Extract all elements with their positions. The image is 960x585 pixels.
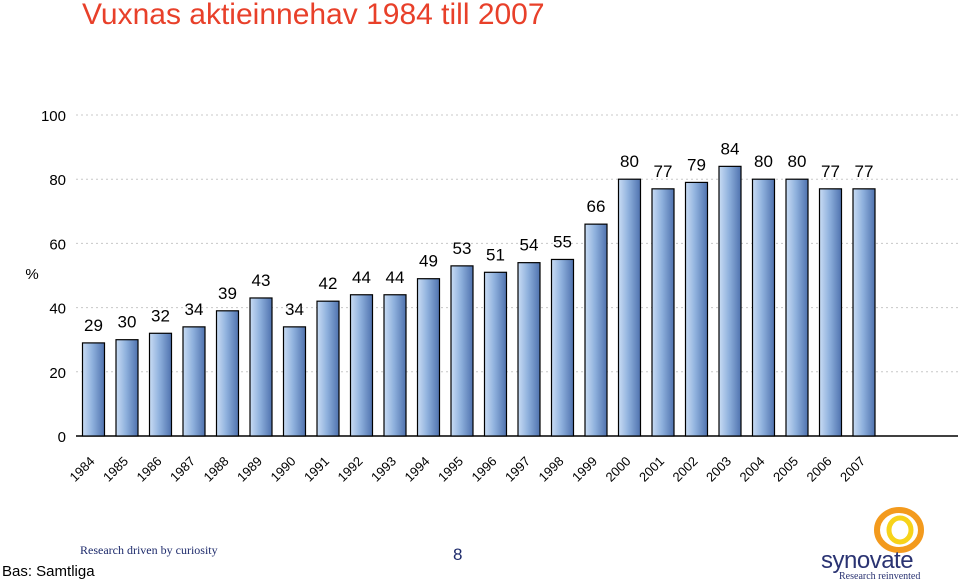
slide-title: Vuxnas aktieinnehav 1984 till 2007 xyxy=(82,0,545,31)
data-label: 80 xyxy=(788,152,807,171)
y-tick-label: 0 xyxy=(58,429,66,446)
data-label: 84 xyxy=(721,139,740,158)
x-tick-label: 1993 xyxy=(368,454,399,485)
data-label: 77 xyxy=(821,162,840,181)
data-label: 34 xyxy=(185,300,204,319)
x-tick-label: 2005 xyxy=(770,454,801,485)
data-label: 54 xyxy=(520,236,539,255)
x-tick-label: 2001 xyxy=(636,454,667,485)
x-tick-label: 2006 xyxy=(804,454,835,485)
x-tick-label: 2003 xyxy=(703,454,734,485)
x-tick-label: 1999 xyxy=(569,454,600,485)
x-tick-label: 1989 xyxy=(234,454,265,485)
data-label: 30 xyxy=(118,313,137,332)
data-labels: 29 30 32 34 39 43 34 42 44 44 49 53 51 54 55 66 80 77 79 84… xyxy=(84,139,873,335)
bar xyxy=(483,271,508,437)
bar xyxy=(450,265,474,437)
bar xyxy=(684,181,709,437)
y-tick-label: 60 xyxy=(49,236,66,253)
x-tick-label: 1984 xyxy=(67,454,98,485)
data-label: 77 xyxy=(654,162,673,181)
data-label: 44 xyxy=(386,268,405,287)
y-axis-ticks: 0 20 40 60 80 100 xyxy=(41,108,66,446)
y-tick-label: 20 xyxy=(49,365,66,382)
x-tick-label: 2007 xyxy=(837,454,868,485)
bar-chart: 0 20 40 60 80 100 % 29 30 32 34 39 43 34 42 44 44 49 53 5… xyxy=(25,108,958,485)
basis-note: Bas: Samtliga xyxy=(2,563,95,580)
x-axis-ticks: 1984 1985 1986 1987 1988 1989 1990 1991 1992 1993… xyxy=(67,454,869,485)
x-tick-label: 1988 xyxy=(201,454,232,485)
data-label: 43 xyxy=(252,271,271,290)
bar xyxy=(249,297,273,437)
data-label: 77 xyxy=(855,162,874,181)
data-label: 34 xyxy=(285,300,304,319)
x-tick-label: 1992 xyxy=(335,454,366,485)
x-tick-label: 1995 xyxy=(435,454,466,485)
bar xyxy=(282,326,307,437)
bar xyxy=(383,294,407,437)
bar xyxy=(81,342,106,437)
data-label: 42 xyxy=(319,274,338,293)
bar xyxy=(316,300,340,437)
logo-ring-icon xyxy=(874,507,924,553)
bar xyxy=(617,178,642,437)
data-label: 79 xyxy=(687,155,706,174)
data-label: 44 xyxy=(352,268,371,287)
bar xyxy=(550,258,575,437)
bar xyxy=(584,223,608,437)
x-tick-label: 1985 xyxy=(100,454,131,485)
tagline: Research driven by curiosity xyxy=(80,543,218,557)
bar xyxy=(651,188,675,437)
y-tick-label: 80 xyxy=(49,172,66,189)
y-tick-label: 40 xyxy=(49,301,66,318)
x-tick-label: 1998 xyxy=(536,454,567,485)
bar xyxy=(115,339,139,437)
logo-name: synovate xyxy=(821,547,914,574)
x-tick-label: 2004 xyxy=(737,454,768,485)
bars xyxy=(81,165,876,437)
logo-subtitle: Research reinvented xyxy=(839,571,921,582)
data-label: 66 xyxy=(587,197,606,216)
page-number: 8 xyxy=(453,545,463,564)
data-label: 39 xyxy=(218,284,237,303)
data-label: 29 xyxy=(84,316,103,335)
bar xyxy=(785,178,809,437)
bar xyxy=(718,165,742,437)
x-tick-label: 1997 xyxy=(502,454,533,485)
x-tick-label: 1986 xyxy=(134,454,165,485)
bar xyxy=(182,326,206,437)
data-label: 51 xyxy=(486,245,505,264)
bar xyxy=(517,262,541,437)
data-label: 80 xyxy=(754,152,773,171)
x-tick-label: 1987 xyxy=(167,454,198,485)
synovate-logo: synovate Research reinvented xyxy=(815,505,955,585)
y-axis-label: % xyxy=(25,266,38,283)
data-label: 55 xyxy=(553,232,572,251)
bar xyxy=(818,188,843,437)
bar xyxy=(349,294,374,437)
bar xyxy=(751,178,776,437)
x-tick-label: 1990 xyxy=(268,454,299,485)
data-label: 53 xyxy=(453,239,472,258)
y-tick-label: 100 xyxy=(41,108,66,125)
x-tick-label: 1991 xyxy=(301,454,332,485)
x-tick-label: 2000 xyxy=(603,454,634,485)
bar xyxy=(852,188,876,437)
data-label: 80 xyxy=(620,152,639,171)
x-tick-label: 1994 xyxy=(402,454,433,485)
data-label: 32 xyxy=(151,306,170,325)
x-tick-label: 2002 xyxy=(670,454,701,485)
bar xyxy=(416,278,441,437)
bar xyxy=(148,332,173,437)
data-label: 49 xyxy=(419,252,438,271)
x-tick-label: 1996 xyxy=(469,454,500,485)
bar xyxy=(215,310,240,437)
